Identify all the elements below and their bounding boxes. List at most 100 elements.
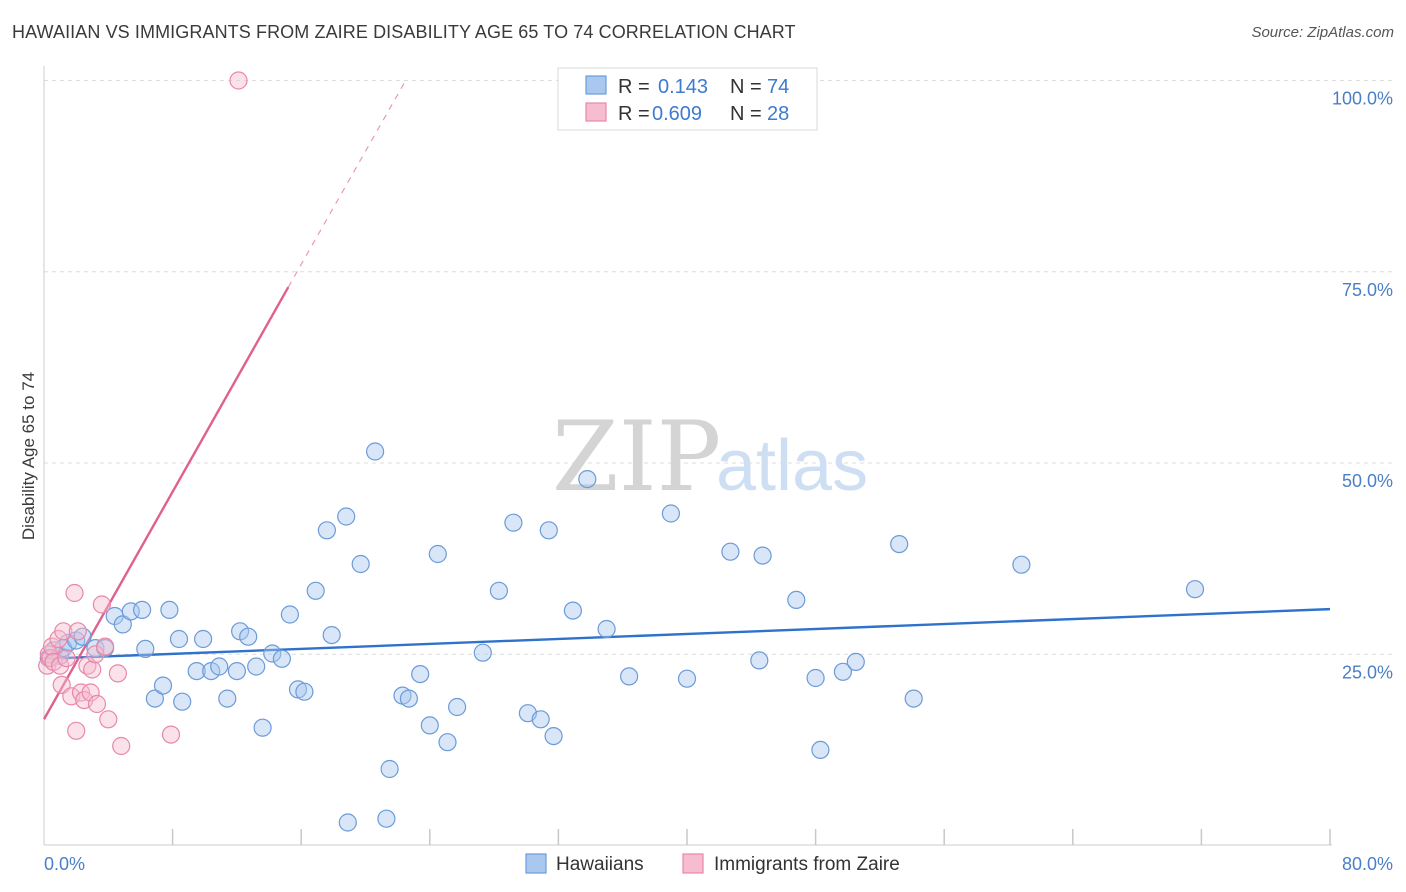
legend-swatch-zaire: [585, 102, 607, 122]
point-hawaiians-68: [811, 740, 830, 760]
point-hawaiians-16: [160, 600, 179, 620]
point-hawaiians-37: [337, 507, 356, 526]
point-hawaiians-28: [253, 718, 272, 737]
point-zaire-6: [50, 656, 70, 675]
point-hawaiians-10: [113, 615, 132, 634]
point-zaire-24: [108, 664, 128, 683]
point-hawaiians-49: [448, 697, 467, 717]
y-tick-label-0: 100.0%: [1332, 89, 1393, 109]
point-zaire-27: [229, 71, 248, 90]
x-tick-label-1: 80.0%: [1342, 854, 1393, 874]
point-hawaiians-59: [597, 619, 616, 639]
point-hawaiians-50: [473, 643, 492, 662]
point-zaire-20: [87, 694, 107, 714]
point-zaire-12: [67, 721, 86, 740]
point-zaire-21: [92, 595, 112, 614]
point-hawaiians-44: [399, 689, 418, 708]
point-hawaiians-65: [753, 546, 772, 565]
point-hawaiians-26: [239, 627, 258, 646]
series-legend-label-zaire: Immigrants from Zaire: [714, 854, 900, 875]
trend-extension-zaire: [287, 80, 407, 288]
point-hawaiians-38: [338, 813, 357, 832]
point-hawaiians-24: [227, 661, 246, 681]
point-hawaiians-17: [169, 629, 189, 649]
legend-r-value-hawaiians: 0.143: [658, 76, 708, 98]
trend-line-zaire: [42, 286, 290, 720]
point-hawaiians-57: [563, 601, 583, 620]
watermark: ZIP atlas: [552, 401, 868, 513]
watermark-atlas: atlas: [716, 426, 868, 506]
point-hawaiians-23: [218, 689, 237, 708]
point-zaire-11: [65, 583, 84, 603]
point-hawaiians-18: [173, 692, 192, 711]
watermark-zip: ZIP: [552, 401, 721, 513]
point-hawaiians-34: [306, 581, 325, 600]
chart-title: HAWAIIAN VS IMMIGRANTS FROM ZAIRE DISABI…: [12, 22, 796, 42]
legend-r-label-zaire: R =: [618, 103, 650, 125]
point-hawaiians-58: [578, 470, 597, 489]
point-hawaiians-30: [272, 649, 291, 668]
point-hawaiians-22: [210, 657, 229, 676]
point-hawaiians-71: [890, 534, 909, 554]
trend-lines: [42, 80, 1331, 720]
point-zaire-3: [42, 637, 62, 656]
point-hawaiians-66: [787, 590, 806, 610]
point-hawaiians-6: [73, 627, 92, 646]
point-hawaiians-46: [420, 716, 439, 735]
point-hawaiians-19: [187, 661, 206, 681]
y-axis-title-group: Disability Age 65 to 74: [19, 372, 38, 540]
point-hawaiians-14: [145, 689, 164, 708]
point-hawaiians-52: [504, 513, 523, 532]
point-hawaiians-74: [1185, 580, 1205, 599]
point-hawaiians-47: [428, 544, 447, 564]
legend-r-value-zaire: 0.609: [652, 103, 702, 125]
point-hawaiians-45: [411, 664, 430, 684]
point-zaire-13: [68, 622, 87, 641]
y-axis-title: Disability Age 65 to 74: [19, 372, 38, 540]
grid-lines: [44, 80, 1394, 655]
x-tick-label-0: 0.0%: [44, 854, 85, 874]
point-hawaiians-39: [351, 554, 370, 574]
point-hawaiians-36: [322, 625, 341, 645]
point-hawaiians-20: [194, 629, 213, 649]
point-hawaiians-56: [544, 726, 563, 746]
point-hawaiians-63: [721, 542, 740, 561]
point-zaire-26: [161, 725, 181, 744]
point-hawaiians-55: [539, 521, 558, 540]
point-zaire-8: [54, 622, 73, 641]
point-hawaiians-64: [750, 651, 769, 670]
point-zaire-22: [95, 637, 115, 656]
point-hawaiians-41: [377, 809, 396, 828]
series-legend-swatch-hawaiians: [525, 853, 547, 874]
point-hawaiians-31: [280, 605, 299, 624]
y-tick-label-3: 25.0%: [1342, 662, 1393, 682]
point-zaire-25: [112, 736, 131, 756]
legend-n-label-hawaiians: N =: [730, 76, 762, 98]
point-hawaiians-12: [133, 600, 152, 620]
stats-legend: R = 0.143 N = 74 R = 0.609 N = 28: [557, 67, 818, 131]
point-zaire-17: [81, 683, 100, 702]
point-hawaiians-15: [153, 676, 173, 695]
point-hawaiians-72: [904, 689, 923, 708]
legend-swatch-hawaiians: [585, 75, 607, 95]
point-zaire-9: [57, 648, 76, 668]
series-legend: Hawaiians Immigrants from Zaire: [525, 853, 900, 875]
point-hawaiians-27: [247, 657, 266, 676]
point-hawaiians-40: [366, 442, 385, 461]
trend-line-hawaiians: [43, 607, 1331, 661]
point-hawaiians-69: [833, 662, 853, 681]
axes: [43, 66, 1332, 846]
point-hawaiians-33: [295, 682, 314, 701]
point-hawaiians-13: [136, 639, 155, 659]
point-hawaiians-51: [489, 581, 508, 600]
point-zaire-19: [86, 645, 105, 664]
legend-n-value-hawaiians: 74: [767, 76, 789, 98]
source-label: Source: ZipAtlas.com: [1251, 24, 1394, 41]
point-zaire-18: [83, 660, 102, 679]
point-hawaiians-73: [1012, 555, 1031, 574]
point-hawaiians-54: [531, 710, 550, 729]
point-hawaiians-67: [806, 668, 825, 688]
point-hawaiians-60: [619, 667, 639, 686]
y-tick-label-1: 75.0%: [1342, 280, 1393, 300]
legend-n-value-zaire: 28: [767, 103, 789, 125]
